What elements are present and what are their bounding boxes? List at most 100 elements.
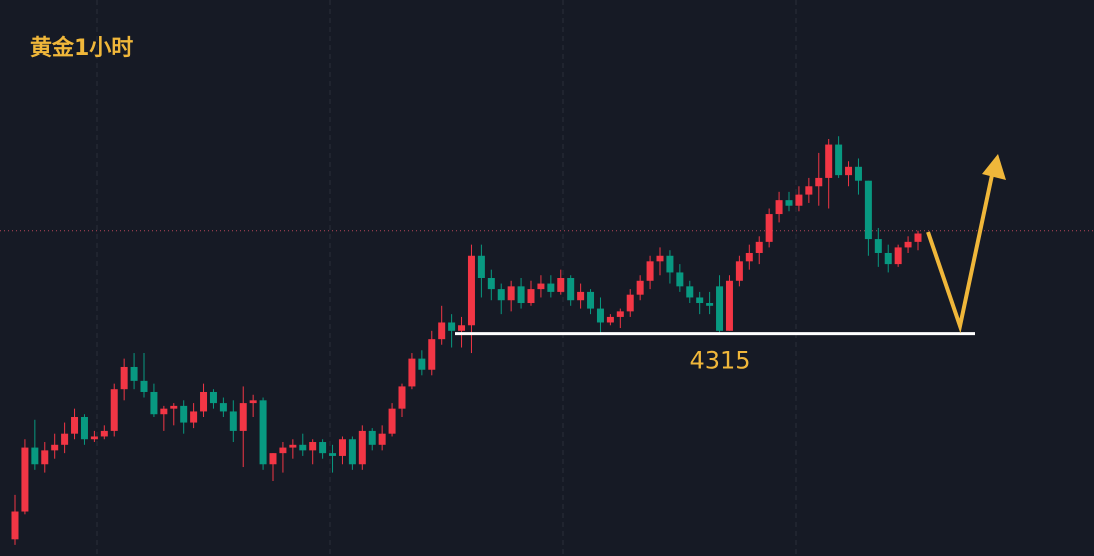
candle-body bbox=[487, 278, 495, 290]
candle-body bbox=[547, 283, 555, 292]
candle-body bbox=[299, 444, 307, 451]
candle-body bbox=[606, 316, 614, 323]
candle-body bbox=[527, 289, 535, 304]
candle-body bbox=[884, 252, 892, 265]
candle-body bbox=[170, 405, 178, 409]
candle-body bbox=[874, 239, 882, 253]
candle-body bbox=[309, 442, 317, 451]
candle-body bbox=[269, 453, 277, 465]
candle-body bbox=[745, 252, 753, 262]
candle-body bbox=[358, 430, 366, 465]
candle-body bbox=[368, 430, 376, 445]
candle-body bbox=[259, 400, 267, 465]
candle-body bbox=[219, 403, 227, 412]
candle-body bbox=[71, 417, 79, 434]
candle-body bbox=[180, 405, 188, 423]
candle-body bbox=[815, 177, 823, 187]
candle-body bbox=[100, 430, 108, 437]
candle-body bbox=[388, 408, 396, 434]
candle-body bbox=[130, 366, 138, 381]
candle-body bbox=[110, 389, 118, 431]
candle-body bbox=[765, 214, 773, 242]
plot: 4315 bbox=[0, 136, 1094, 545]
arrow-head bbox=[982, 154, 1006, 180]
candle-body bbox=[438, 322, 446, 340]
candle-body bbox=[775, 200, 783, 215]
candle-body bbox=[477, 255, 485, 278]
candle-body bbox=[914, 233, 922, 242]
candle-body bbox=[805, 186, 813, 195]
candle-body bbox=[835, 144, 843, 176]
candle-body bbox=[348, 439, 356, 465]
candle-body bbox=[894, 247, 902, 265]
candle-body bbox=[398, 386, 406, 409]
candle-body bbox=[795, 194, 803, 206]
candle-body bbox=[904, 241, 912, 248]
candle-body bbox=[646, 261, 654, 281]
candle-body bbox=[735, 261, 743, 281]
vertical-grid bbox=[96, 0, 797, 556]
candle-body bbox=[854, 166, 862, 181]
candle-body bbox=[497, 289, 505, 301]
candle-body bbox=[239, 403, 247, 431]
candle-body bbox=[507, 286, 515, 301]
candle-body bbox=[229, 411, 237, 431]
candle-body bbox=[11, 511, 19, 540]
candle-body bbox=[458, 325, 466, 331]
candle-body bbox=[636, 280, 644, 295]
candle-body bbox=[845, 166, 853, 176]
candle-body bbox=[428, 339, 436, 370]
candle-body bbox=[577, 291, 585, 301]
candle-body bbox=[200, 391, 208, 412]
candle-body bbox=[587, 291, 595, 309]
candle-body bbox=[557, 278, 565, 292]
arrow bbox=[926, 154, 1006, 334]
candle-body bbox=[864, 180, 872, 240]
candle-body bbox=[567, 278, 575, 301]
candle-body bbox=[537, 283, 545, 290]
candle-body bbox=[378, 433, 386, 445]
candle-body bbox=[596, 308, 604, 323]
candle-body bbox=[90, 436, 98, 440]
candle-body bbox=[467, 255, 475, 326]
candle-body bbox=[279, 447, 287, 454]
candle-body bbox=[61, 433, 69, 445]
candle-body bbox=[338, 439, 346, 456]
candle-body bbox=[666, 255, 674, 273]
candle-body bbox=[408, 358, 416, 387]
candle-body bbox=[418, 358, 426, 370]
candle-body bbox=[725, 280, 733, 331]
candle-body bbox=[51, 444, 59, 451]
candle-body bbox=[329, 453, 337, 456]
candle-body bbox=[31, 447, 39, 465]
candle-body bbox=[249, 400, 257, 404]
candle-body bbox=[160, 408, 168, 415]
chart-title: 黄金1小时 bbox=[30, 35, 133, 61]
support-label: 4315 bbox=[689, 347, 750, 375]
candle-body bbox=[448, 322, 456, 331]
candle-body bbox=[626, 294, 634, 312]
candle-body bbox=[209, 391, 217, 404]
candle-body bbox=[517, 286, 525, 304]
candle-body bbox=[80, 417, 88, 440]
candle-body bbox=[785, 200, 793, 206]
candle-body bbox=[120, 366, 128, 390]
candle-body bbox=[140, 380, 148, 392]
candle-body bbox=[706, 303, 714, 306]
candle-body bbox=[686, 286, 694, 298]
candle-body bbox=[676, 272, 684, 287]
candle-body bbox=[150, 391, 158, 415]
candle-body bbox=[696, 297, 704, 304]
candle-body bbox=[289, 444, 297, 448]
candle-body bbox=[190, 411, 198, 423]
candle-body bbox=[656, 255, 664, 262]
candle-body bbox=[319, 442, 327, 454]
candle-body bbox=[755, 241, 763, 253]
candle-body bbox=[41, 450, 49, 465]
candle-body bbox=[716, 286, 724, 331]
candle-body bbox=[825, 144, 833, 178]
candle-body bbox=[616, 311, 624, 317]
candle-body bbox=[21, 447, 29, 512]
